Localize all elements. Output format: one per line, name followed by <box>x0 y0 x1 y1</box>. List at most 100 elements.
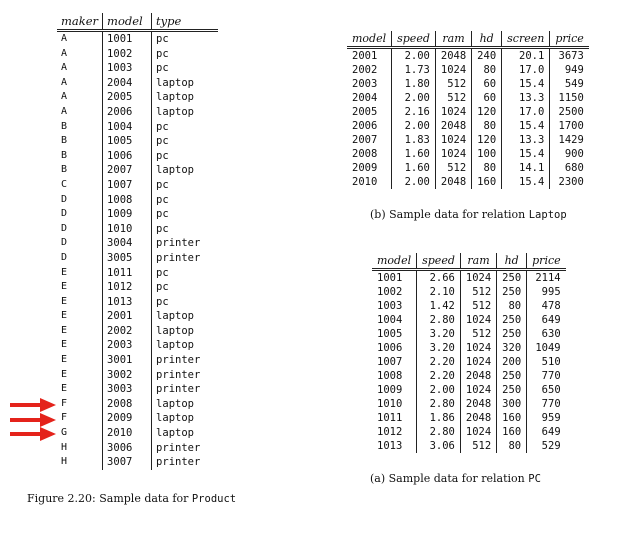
table-row: E 2003 laptop <box>57 338 218 354</box>
laptop-caption-relation: Laptop <box>528 209 567 221</box>
cell-screen: 17.0 <box>501 105 550 119</box>
cell-model: 2005 <box>352 106 378 118</box>
cell-model: 1006 <box>377 342 403 354</box>
table-row: D 1008 pc <box>57 192 218 208</box>
table-row: 1003 1.42 512 80 478 <box>372 299 566 313</box>
cell-screen: 13.3 <box>501 91 550 105</box>
table-row: A 2006 laptop <box>57 104 218 120</box>
column-header-hd: hd <box>496 253 527 271</box>
cell-type: printer <box>156 354 201 367</box>
table-row: 1002 2.10 512 250 995 <box>372 285 566 299</box>
cell-model: 2002 <box>102 323 153 339</box>
cell-hd: 200 <box>496 355 527 369</box>
table-row: 1013 3.06 512 80 529 <box>372 439 566 453</box>
laptop-table: model speed ram hd screen price 2001 2.00… <box>347 31 589 189</box>
cell-ram: 2048 <box>459 411 497 425</box>
cell-type: laptop <box>156 324 194 337</box>
laptop-caption: (b) Sample data for relation Laptop <box>370 208 567 221</box>
column-header-model: model <box>102 13 153 32</box>
cell-maker: D <box>57 236 104 251</box>
cell-model: 1010 <box>102 221 153 237</box>
cell-price: 1049 <box>526 341 566 355</box>
cell-ram: 512 <box>434 77 472 91</box>
cell-maker: E <box>57 382 104 397</box>
cell-screen: 15.4 <box>501 175 550 189</box>
cell-maker: E <box>57 338 104 354</box>
cell-maker: A <box>57 30 104 47</box>
cell-type: printer <box>156 251 201 264</box>
column-header-type: type <box>151 13 219 32</box>
cell-maker: H <box>57 455 104 470</box>
table-row: A 1001 pc <box>57 30 218 47</box>
cell-speed: 1.73 <box>391 63 436 77</box>
cell-model: 3007 <box>102 455 153 470</box>
cell-model: 1009 <box>102 207 153 222</box>
cell-ram: 512 <box>459 285 497 299</box>
cell-ram: 512 <box>459 327 497 341</box>
cell-ram: 512 <box>434 161 472 175</box>
cell-maker: E <box>57 367 104 383</box>
table-row: A 2004 laptop <box>57 75 218 91</box>
cell-maker: E <box>57 280 104 295</box>
cell-type: printer <box>156 237 201 250</box>
cell-maker: E <box>57 323 104 339</box>
product-header-row: maker model type <box>57 13 219 32</box>
cell-model: 1012 <box>102 280 153 295</box>
laptop-caption-text: (b) Sample data for relation <box>370 208 529 221</box>
cell-model: 1005 <box>377 328 403 340</box>
cell-ram: 512 <box>459 439 497 453</box>
cell-model: 1011 <box>102 265 153 281</box>
table-row: B 2007 laptop <box>57 163 218 178</box>
cell-model: 2001 <box>102 309 153 324</box>
table-row: D 3005 printer <box>57 250 218 266</box>
cell-type: pc <box>156 120 169 133</box>
cell-model: 2004 <box>102 75 153 91</box>
cell-maker: B <box>57 119 104 135</box>
cell-speed: 2.00 <box>391 47 436 63</box>
cell-model: 2001 <box>352 50 378 62</box>
cell-model: 2006 <box>102 104 153 120</box>
cell-type: pc <box>156 33 169 45</box>
cell-screen: 14.1 <box>501 161 550 175</box>
table-row: 1010 2.80 2048 300 770 <box>372 397 566 411</box>
cell-ram: 1024 <box>459 383 497 397</box>
cell-price: 900 <box>549 147 589 161</box>
column-header-ram: ram <box>459 253 497 271</box>
cell-price: 549 <box>549 77 589 91</box>
column-header-model: model <box>372 253 417 271</box>
cell-speed: 2.00 <box>391 91 436 105</box>
cell-maker: B <box>57 148 104 164</box>
table-row: 1009 2.00 1024 250 650 <box>372 383 566 397</box>
cell-hd: 80 <box>471 63 502 77</box>
table-row: B 1006 pc <box>57 148 218 164</box>
cell-maker: F <box>57 411 104 427</box>
cell-price: 1429 <box>549 133 589 147</box>
cell-price: 649 <box>526 425 566 439</box>
cell-model: 2006 <box>352 120 378 132</box>
cell-price: 1700 <box>549 119 589 133</box>
cell-hd: 120 <box>471 133 502 147</box>
cell-model: 1012 <box>377 426 403 438</box>
table-row: E 2001 laptop <box>57 309 218 324</box>
cell-ram: 1024 <box>459 341 497 355</box>
cell-type: pc <box>156 295 169 308</box>
cell-type: pc <box>156 47 169 60</box>
cell-model: 2009 <box>102 411 153 427</box>
cell-speed: 1.86 <box>416 411 461 425</box>
cell-screen: 15.4 <box>501 77 550 91</box>
cell-ram: 1024 <box>434 147 472 161</box>
cell-maker: D <box>57 221 104 237</box>
right-arrow-icon <box>10 398 56 412</box>
table-row: 2004 2.00 512 60 13.3 1150 <box>347 91 589 105</box>
cell-model: 2007 <box>102 163 153 178</box>
cell-speed: 1.80 <box>391 77 436 91</box>
cell-hd: 80 <box>471 119 502 133</box>
cell-maker: D <box>57 250 104 266</box>
cell-maker: E <box>57 309 104 324</box>
table-row: E 1013 pc <box>57 294 218 310</box>
table-row: G 2010 laptop <box>57 426 218 441</box>
table-row: F 2009 laptop <box>57 411 218 427</box>
figure-caption-text: Figure 2.20: Sample data for <box>27 492 192 505</box>
cell-price: 510 <box>526 355 566 369</box>
cell-maker: A <box>57 61 104 76</box>
